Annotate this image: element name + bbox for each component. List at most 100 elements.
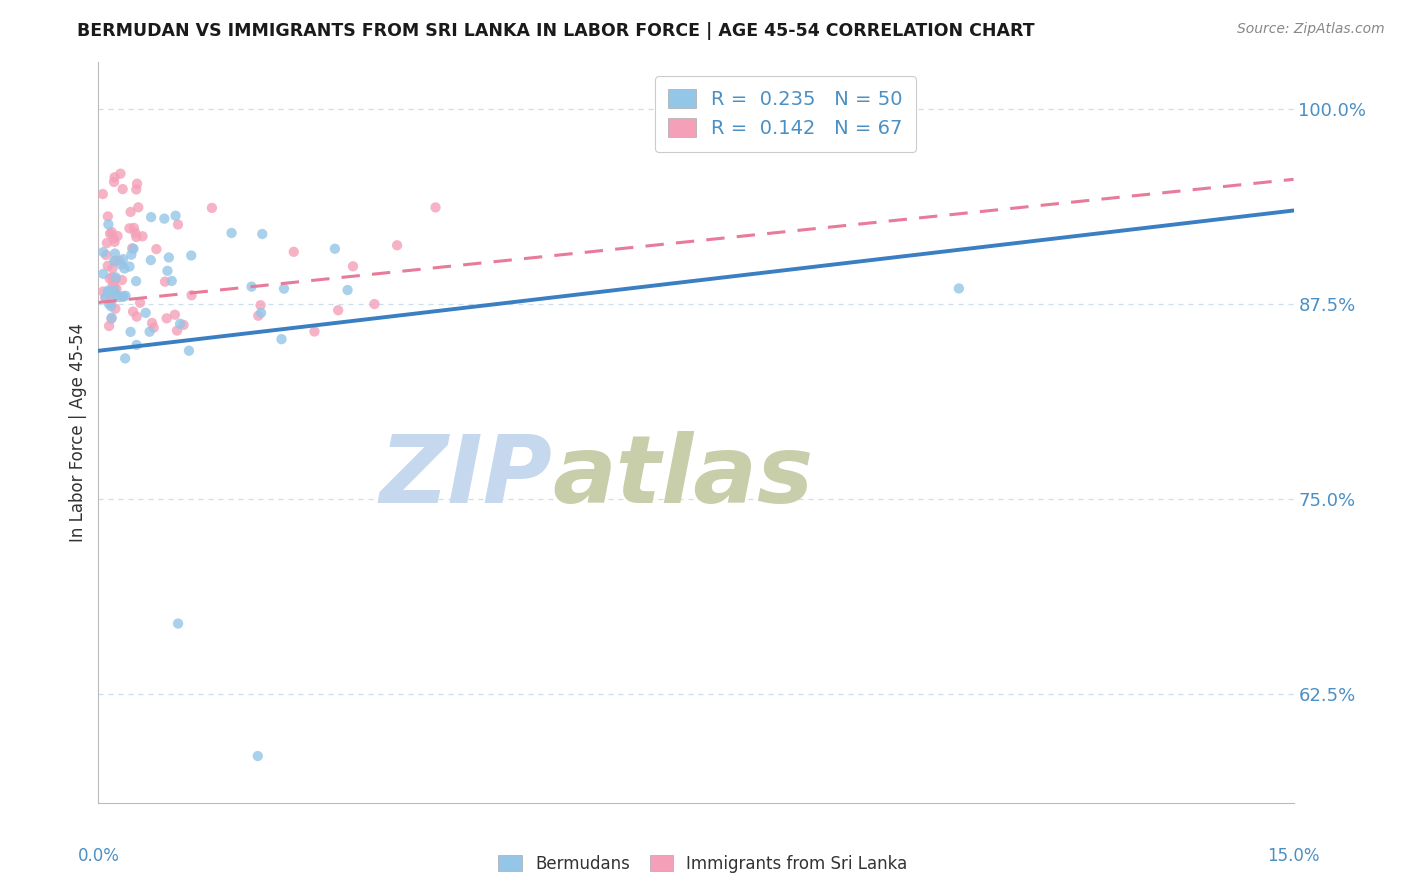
Point (114, 351, 136, 366)
Point (125, 338, 148, 352)
Legend: R =  0.235   N = 50, R =  0.142   N = 67: R = 0.235 N = 50, R = 0.142 N = 67 (655, 76, 917, 152)
Point (425, 201, 447, 215)
Point (112, 289, 135, 303)
Point (111, 182, 134, 196)
Point (100, 225, 122, 239)
Point (165, 209, 187, 223)
Point (91, 245, 114, 260)
Point (97, 285, 120, 299)
Point (323, 242, 346, 256)
Point (103, 284, 125, 298)
Point (101, 270, 124, 285)
Point (250, 306, 273, 320)
Point (104, 270, 127, 285)
Text: ZIP: ZIP (380, 431, 553, 523)
Point (91, 267, 114, 281)
Point (96, 235, 118, 250)
Point (283, 244, 305, 259)
Point (100, 311, 122, 326)
Point (91, 187, 114, 202)
Y-axis label: In Labor Force | Age 45-54: In Labor Force | Age 45-54 (69, 323, 87, 542)
Text: Source: ZipAtlas.com: Source: ZipAtlas.com (1237, 22, 1385, 37)
Point (125, 177, 148, 191)
Point (98, 271, 121, 285)
Point (120, 205, 142, 219)
Point (173, 318, 195, 332)
Point (94, 290, 117, 304)
Point (385, 238, 408, 252)
Text: BERMUDAN VS IMMIGRANTS FROM SRI LANKA IN LABOR FORCE | AGE 45-54 CORRELATION CHA: BERMUDAN VS IMMIGRANTS FROM SRI LANKA IN… (77, 22, 1035, 40)
Point (111, 290, 134, 304)
Point (94, 291, 117, 305)
Point (122, 220, 145, 235)
Point (120, 248, 142, 262)
Text: atlas: atlas (553, 431, 814, 523)
Point (100, 310, 122, 325)
Point (180, 248, 202, 262)
Point (97, 218, 120, 232)
Point (336, 283, 359, 297)
Point (156, 311, 179, 326)
Point (107, 229, 129, 244)
Point (141, 316, 163, 330)
Point (948, 281, 970, 295)
Point (131, 229, 153, 244)
Point (103, 279, 125, 293)
Point (180, 288, 202, 302)
Text: 0.0%: 0.0% (77, 847, 120, 865)
Point (118, 260, 141, 274)
Point (342, 260, 364, 274)
Point (104, 288, 127, 302)
Point (114, 261, 136, 276)
Point (112, 252, 135, 267)
Point (328, 303, 350, 318)
Point (110, 258, 132, 272)
Point (270, 332, 292, 346)
Point (129, 295, 152, 310)
Point (125, 230, 148, 244)
Point (103, 170, 125, 185)
Point (104, 246, 127, 260)
Point (163, 308, 186, 322)
Point (91, 285, 114, 299)
Point (105, 282, 128, 296)
Point (94, 248, 117, 262)
Point (157, 251, 180, 265)
Point (103, 284, 125, 298)
Point (110, 167, 132, 181)
Point (221, 226, 243, 240)
Point (104, 271, 127, 285)
Point (104, 285, 127, 300)
Point (304, 325, 326, 339)
Point (97, 210, 120, 224)
Legend: Bermudans, Immigrants from Sri Lanka: Bermudans, Immigrants from Sri Lanka (492, 848, 914, 880)
Point (97, 284, 120, 298)
Point (139, 253, 162, 268)
Point (153, 211, 176, 226)
Point (104, 253, 127, 268)
Point (252, 227, 274, 241)
Point (135, 306, 157, 320)
Point (121, 241, 143, 255)
Point (127, 200, 149, 214)
Point (139, 210, 162, 224)
Point (120, 325, 142, 339)
Point (169, 317, 191, 331)
Point (114, 289, 136, 303)
Point (108, 290, 131, 304)
Point (142, 320, 165, 334)
Point (125, 182, 148, 196)
Point (124, 226, 146, 240)
Point (98, 227, 121, 241)
Point (100, 299, 122, 313)
Point (145, 242, 167, 256)
Point (111, 273, 134, 287)
Point (98, 318, 121, 333)
Point (118, 221, 141, 235)
Point (101, 278, 124, 293)
Point (138, 325, 160, 339)
Point (240, 279, 263, 293)
Point (100, 294, 122, 309)
Point (103, 235, 125, 249)
Point (103, 175, 125, 189)
